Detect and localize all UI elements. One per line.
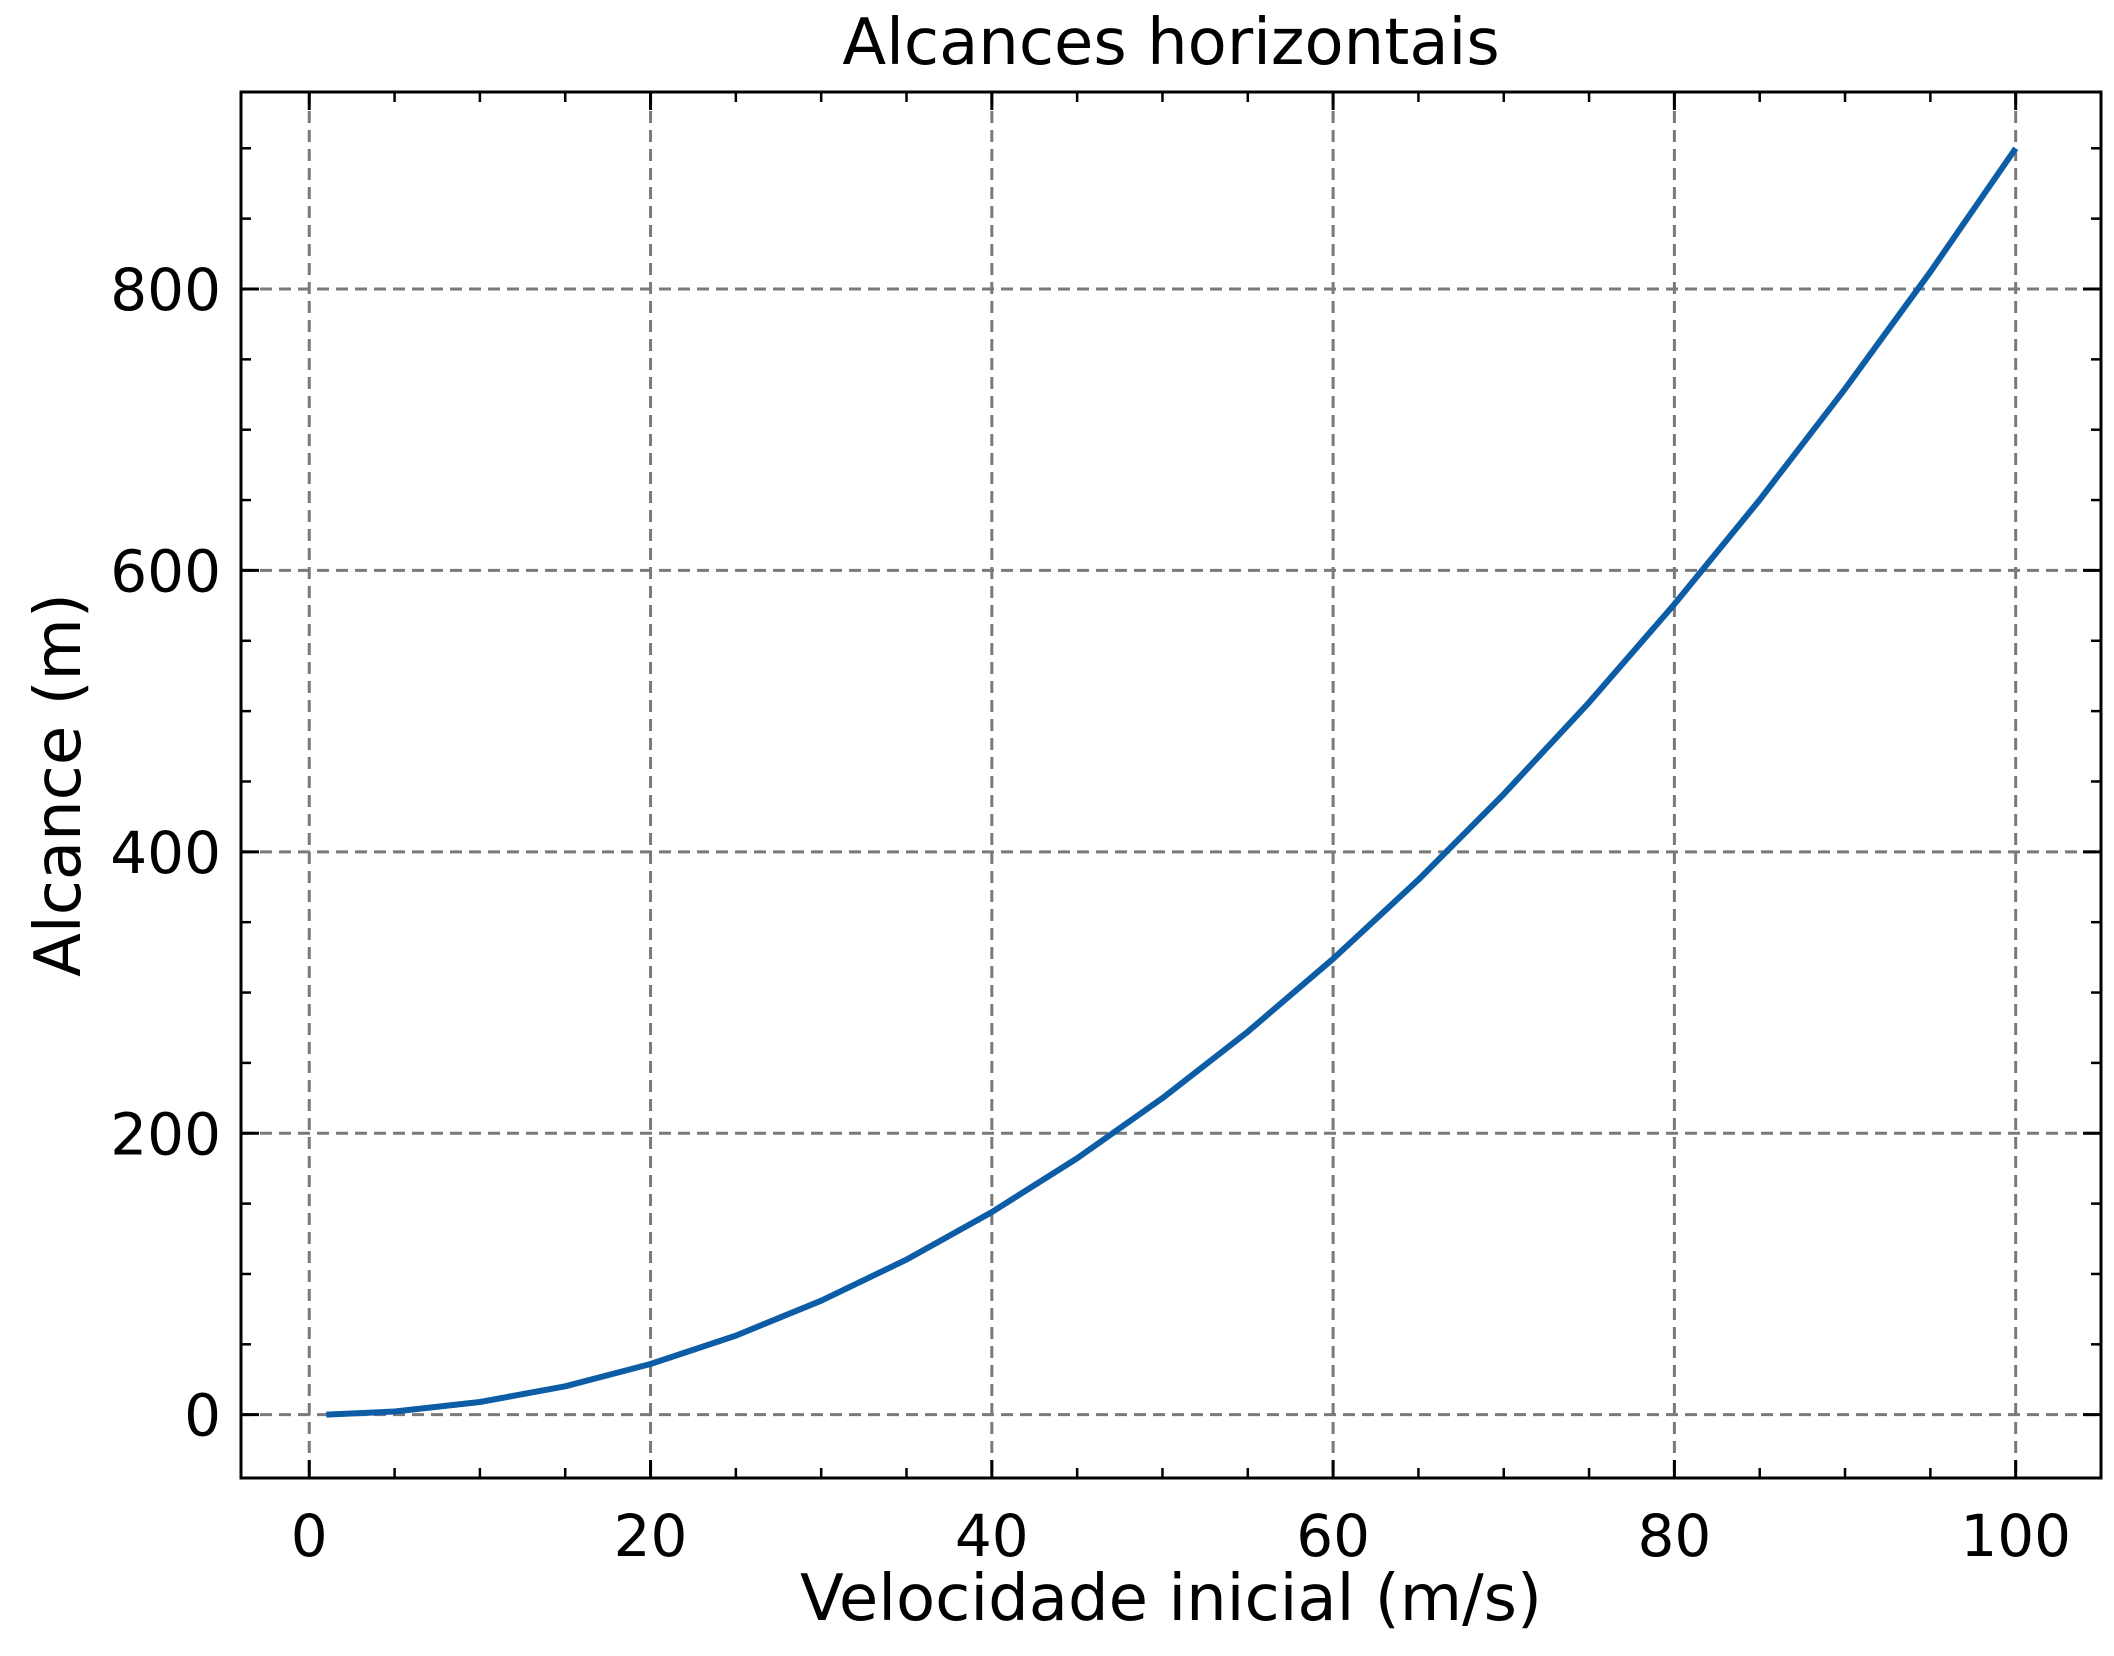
x-tick-label: 100 bbox=[1960, 1502, 2071, 1570]
chart-title: Alcances horizontais bbox=[842, 6, 1499, 80]
tick-labels: 0 20 40 60 80 100 0 200 400 600 800 bbox=[110, 256, 2071, 1570]
x-tick-label: 40 bbox=[955, 1502, 1029, 1570]
grid bbox=[241, 92, 2101, 1478]
series-layer bbox=[326, 146, 2019, 1418]
x-tick-label: 80 bbox=[1637, 1502, 1711, 1570]
x-tick-label: 0 bbox=[291, 1502, 328, 1570]
x-tick-label: 20 bbox=[614, 1502, 688, 1570]
y-tick-label: 600 bbox=[110, 537, 221, 605]
ticks bbox=[241, 92, 2103, 1478]
plot-frame bbox=[239, 90, 2103, 1480]
x-axis-title: Velocidade inicial (m/s) bbox=[800, 1562, 1542, 1636]
series-line bbox=[326, 146, 2019, 1418]
y-tick-label: 800 bbox=[110, 256, 221, 324]
y-axis-title: Alcance (m) bbox=[22, 593, 96, 977]
y-tick-label: 200 bbox=[110, 1100, 221, 1168]
x-tick-label: 60 bbox=[1296, 1502, 1370, 1570]
y-tick-label: 400 bbox=[110, 819, 221, 887]
y-tick-label: 0 bbox=[184, 1382, 221, 1450]
